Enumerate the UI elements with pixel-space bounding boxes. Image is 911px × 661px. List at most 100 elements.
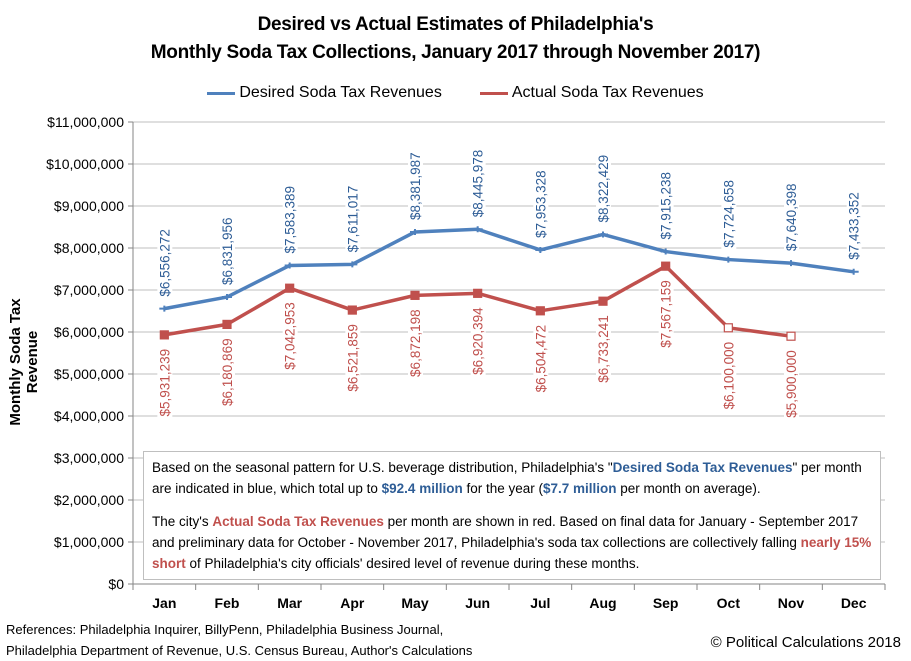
data-labels: $6,556,272 $6,831,956 $7,583,389 $7,611,017… — [157, 148, 862, 419]
annotation-highlight-desired: Desired Soda Tax Revenues — [612, 460, 793, 475]
data-point-actual — [222, 319, 232, 330]
data-label-background — [784, 182, 799, 253]
annotation-highlight-total: $92.4 million — [381, 481, 463, 496]
y-tick-label: $1,000,000 — [54, 534, 124, 550]
data-label-background — [721, 178, 737, 249]
annotation-text: " per month are indicated in blue, which… — [152, 460, 862, 496]
data-label-desired: $7,583,389 — [283, 186, 298, 254]
chart-title-line-2: Monthly Soda Tax Collections, January 20… — [150, 42, 761, 63]
y-tick-label: $3,000,000 — [54, 450, 124, 466]
x-tick-label: Apr — [340, 595, 365, 611]
annotation-text: The city's — [152, 514, 213, 529]
data-label-background — [282, 184, 298, 255]
data-point-desired — [284, 262, 295, 269]
y-tick-label: $8,000,000 — [54, 240, 124, 256]
x-tick-label: Sep — [653, 595, 679, 611]
data-label-background — [408, 151, 423, 221]
y-tick-labels: $0 $1,000,000 $2,000,000 $3,000,000 $4,000,0… — [46, 114, 124, 592]
series — [159, 226, 859, 341]
y-tick-label: $9,000,000 — [54, 198, 124, 214]
x-tick-label: Feb — [215, 595, 240, 611]
legend-swatch-desired — [207, 91, 236, 95]
data-label-background — [345, 184, 361, 254]
data-label-background — [533, 169, 549, 239]
legend-swatch-actual — [479, 91, 508, 95]
annotation-highlight-average: $7.7 million — [543, 481, 617, 496]
data-label-desired: $7,724,658 — [721, 180, 736, 248]
data-label-background — [846, 191, 862, 261]
y-tick-label: $11,000,000 — [47, 114, 124, 130]
legend-label-desired: Desired Soda Tax Revenues — [239, 84, 442, 101]
x-tick-label: May — [401, 595, 428, 611]
data-label-actual: $5,900,000 — [784, 350, 799, 418]
data-label-background — [533, 323, 549, 394]
data-label-desired: $6,831,956 — [220, 217, 235, 285]
data-label-actual: $6,872,198 — [408, 309, 423, 377]
x-tick-label: Mar — [277, 595, 302, 611]
data-label-background — [721, 340, 737, 411]
annotation-highlight-actual: Actual Soda Tax Revenues — [212, 514, 384, 529]
x-tick-label: Nov — [778, 595, 805, 611]
data-point-actual — [786, 331, 796, 341]
data-label-background — [157, 228, 173, 298]
data-point-desired — [347, 261, 358, 268]
data-label-actual: $6,180,869 — [220, 338, 235, 406]
data-point-actual — [535, 306, 545, 316]
data-label-actual: $5,931,239 — [157, 349, 172, 417]
data-point-desired — [786, 260, 796, 267]
data-label-desired: $8,322,429 — [596, 155, 611, 223]
data-label-desired: $7,915,238 — [659, 172, 674, 240]
data-label-desired: $7,611,017 — [345, 186, 360, 253]
data-label-actual: $6,733,241 — [596, 315, 611, 383]
data-label-background — [408, 308, 423, 378]
y-tick-label: $10,000,000 — [46, 156, 124, 172]
data-label-desired: $8,381,987 — [408, 152, 423, 220]
data-point-desired — [472, 226, 483, 233]
data-point-actual — [347, 305, 357, 315]
data-point-actual — [723, 323, 733, 333]
data-point-desired — [660, 248, 671, 255]
data-point-desired — [535, 246, 546, 253]
references-line-1: References: Philadelphia Inquirer, Billy… — [6, 622, 444, 637]
y-tick-label: $2,000,000 — [54, 492, 124, 508]
data-label-background — [658, 170, 674, 241]
data-point-desired — [598, 231, 608, 238]
y-tick-label: $6,000,000 — [54, 324, 124, 340]
legend: Desired Soda Tax Revenues Actual Soda Ta… — [0, 84, 911, 102]
annotation-paragraph-1: Based on the seasonal pattern for U.S. b… — [152, 457, 872, 499]
data-point-desired — [848, 268, 859, 275]
annotation-text: of Philadelphia's city officials' desire… — [185, 556, 640, 571]
x-tick-label: Jul — [530, 595, 550, 611]
data-label-actual: $6,920,394 — [471, 307, 486, 375]
x-tick-label: Jan — [152, 595, 176, 611]
data-point-desired — [410, 228, 420, 235]
data-point-desired — [159, 305, 170, 312]
y-tick-label: $0 — [108, 576, 124, 592]
data-label-background — [658, 279, 674, 349]
data-point-desired — [222, 294, 232, 301]
x-tick-labels: Jan Feb Mar Apr May Jun Jul Aug Sep Oct Nov Dec — [152, 595, 866, 611]
data-point-actual — [598, 296, 608, 306]
data-label-background — [470, 305, 486, 376]
data-label-desired: $7,640,398 — [784, 184, 799, 252]
references-line-2: Philadelphia Department of Revenue, U.S.… — [6, 643, 473, 658]
data-point-actual — [473, 288, 483, 298]
references: References: Philadelphia Inquirer, Billy… — [6, 619, 472, 661]
chart-title-line-1: Desired vs Actual Estimates of Philadelp… — [257, 14, 654, 35]
data-label-actual: $6,100,000 — [721, 342, 736, 410]
data-label-background — [220, 337, 235, 407]
data-point-actual — [661, 261, 671, 271]
y-tick-label: $4,000,000 — [54, 408, 124, 424]
copyright: © Political Calculations 2018 — [710, 634, 901, 651]
data-label-actual: $6,521,859 — [345, 324, 360, 392]
x-tick-label: Aug — [589, 595, 616, 611]
legend-item-desired: Desired Soda Tax Revenues — [207, 84, 442, 102]
x-tick-label: Jun — [465, 595, 490, 611]
data-label-background — [596, 314, 611, 384]
data-label-background — [784, 349, 799, 419]
data-label-background — [345, 323, 361, 393]
data-label-background — [596, 153, 611, 224]
data-label-desired: $8,445,978 — [471, 150, 486, 218]
annotation-paragraph-2: The city's Actual Soda Tax Revenues per … — [152, 511, 872, 574]
